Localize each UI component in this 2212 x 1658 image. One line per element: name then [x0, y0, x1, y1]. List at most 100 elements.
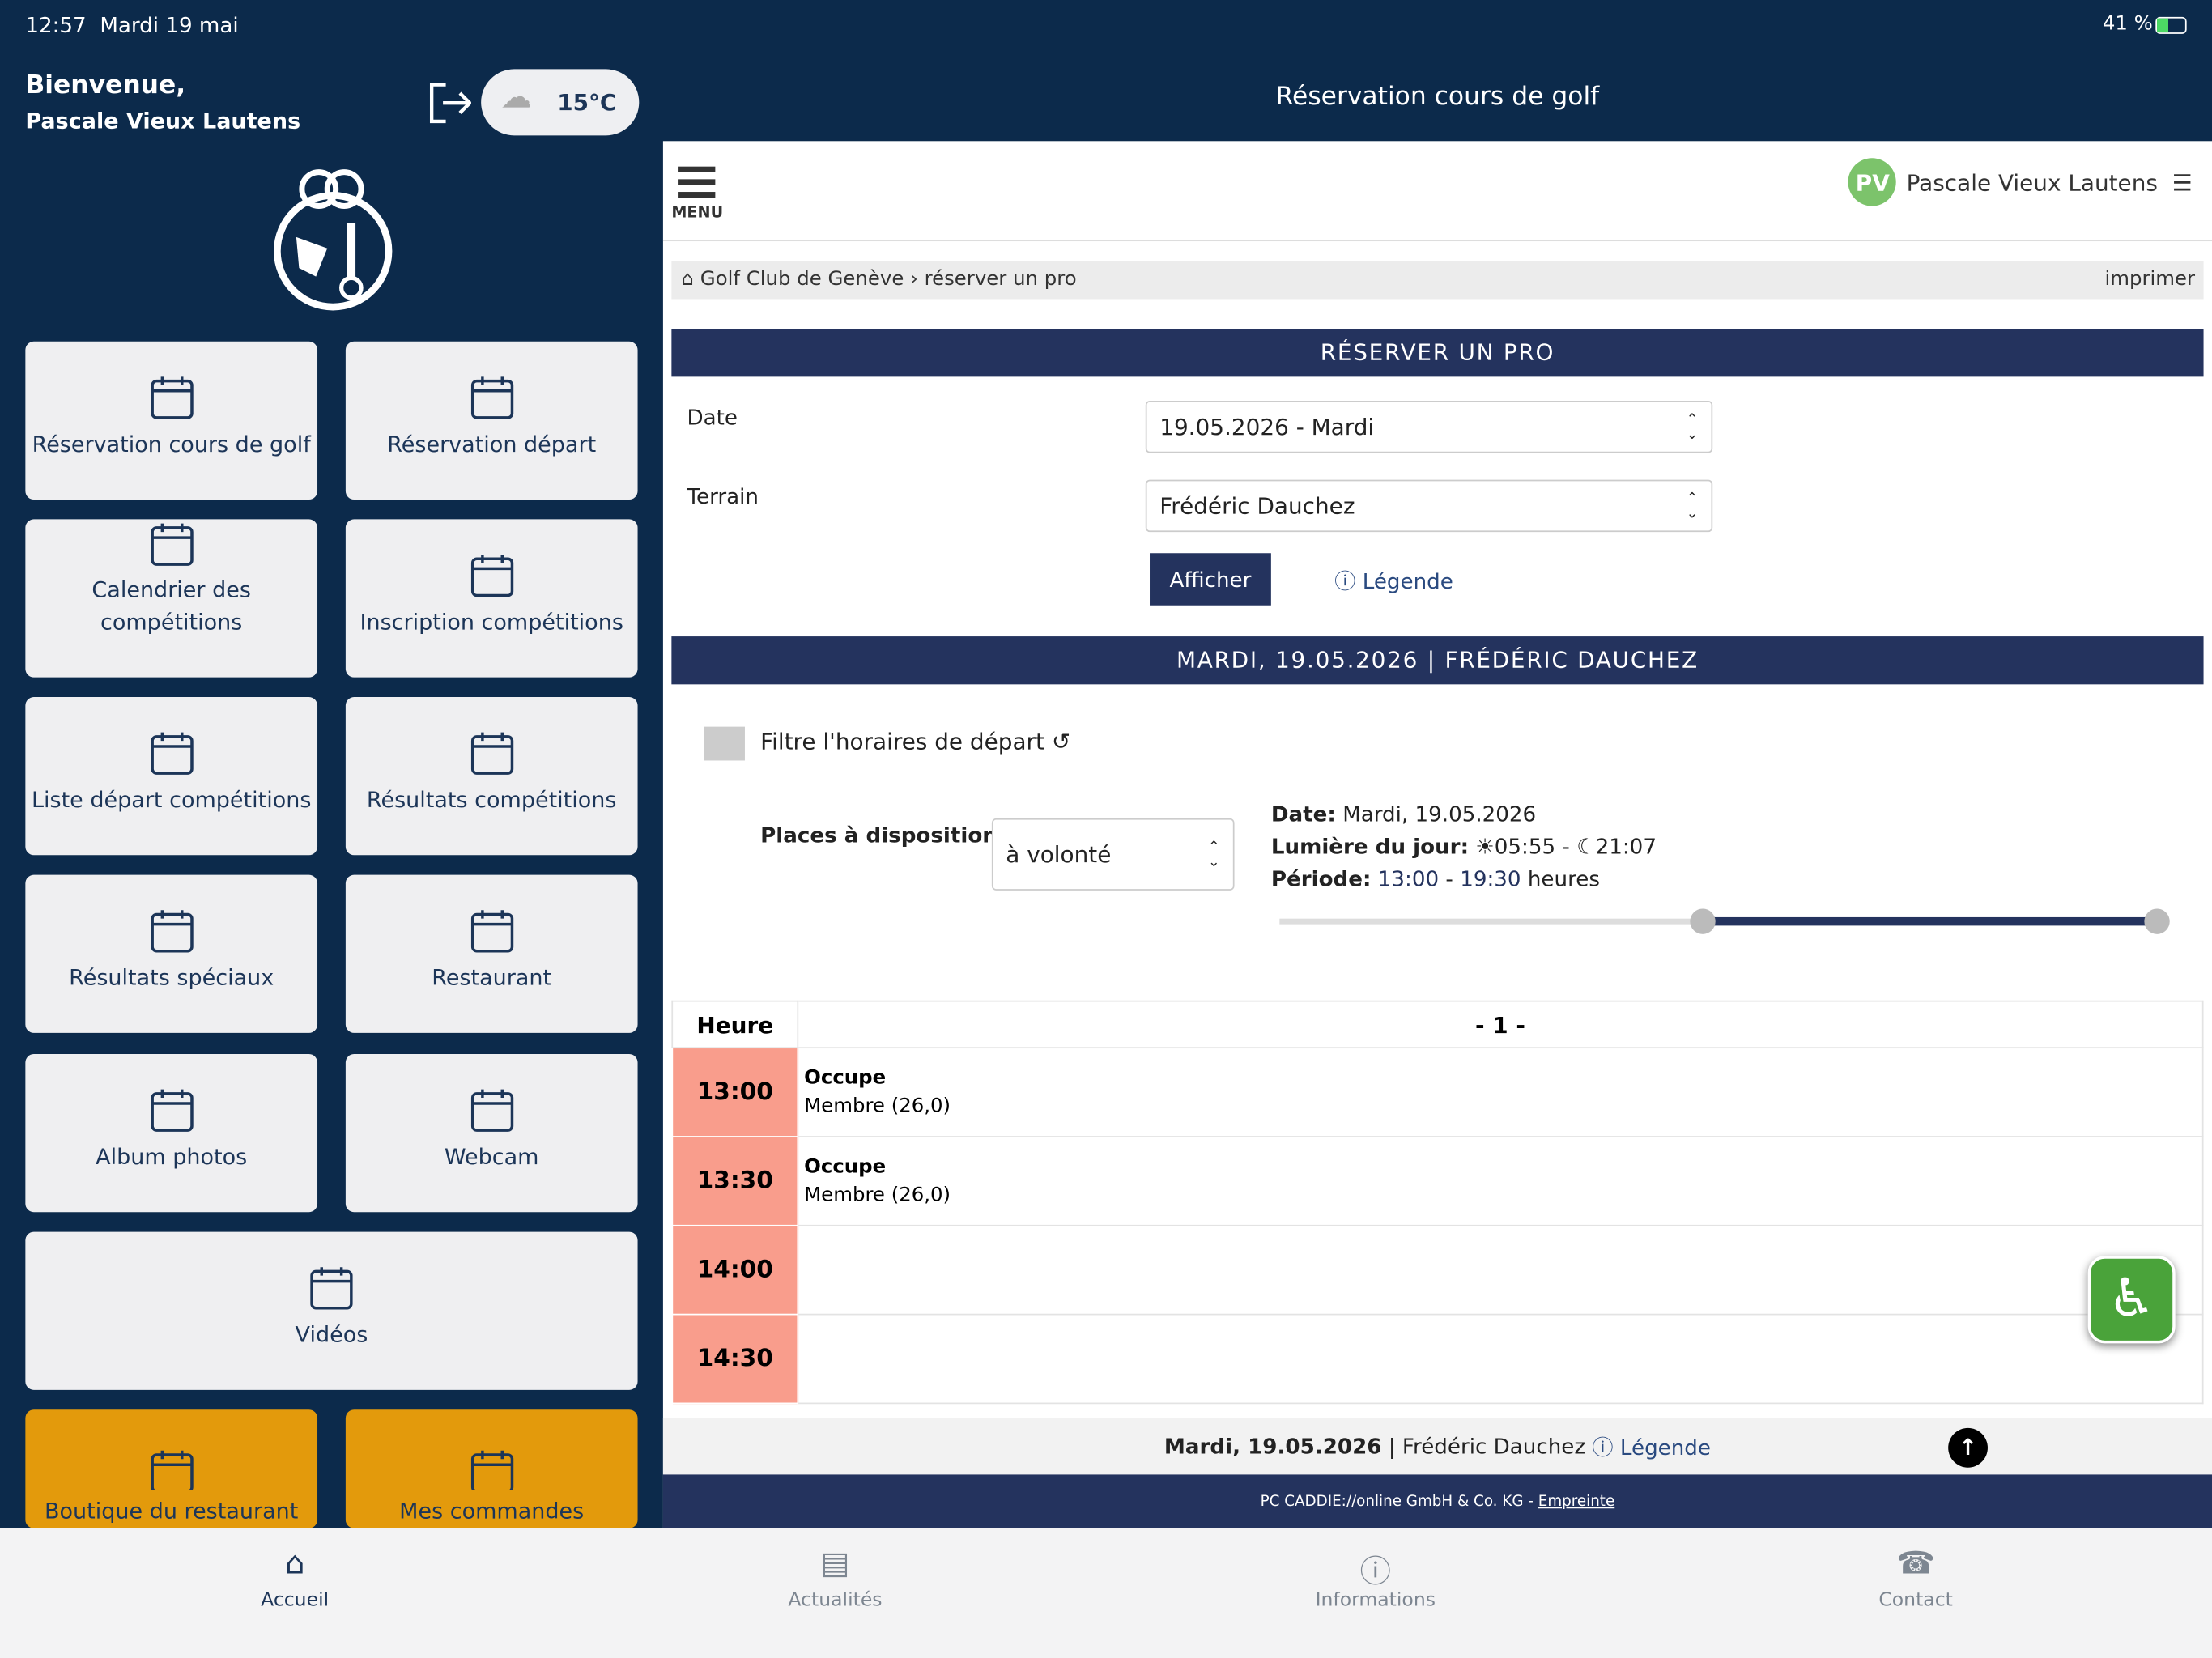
header-title: Réservation cours de golf — [1275, 81, 1600, 111]
column-header: Heure — [671, 1000, 799, 1049]
date: Mardi 19 mai — [100, 12, 239, 39]
day-info: Date: Mardi, 19.05.2026 Lumière du jour:… — [1270, 801, 1657, 892]
slot-detail: Membre (26,0) — [804, 1184, 951, 1207]
footer-date: Mardi, 19.05.2026 — [1163, 1433, 1382, 1460]
logout-icon[interactable] — [426, 80, 471, 125]
menu-tile[interactable]: Boutique du restaurant — [25, 1409, 318, 1528]
menu-tile[interactable]: Résultats spéciaux — [25, 874, 318, 1033]
date-select[interactable]: 19.05.2026 - Mardi — [1145, 401, 1713, 453]
slider-handle[interactable] — [1690, 908, 1716, 934]
sunset: 21:07 — [1595, 834, 1657, 860]
user-menu[interactable]: PV Pascale Vieux Lautens ☰ — [1848, 158, 2193, 206]
filter[interactable]: Filtre l'horaires de départ ↺ — [760, 728, 1071, 755]
sunrise: 05:55 — [1494, 834, 1556, 860]
places-label: Places à disposition — [760, 823, 998, 848]
tile-icon — [470, 554, 513, 597]
places-select[interactable]: à volonté — [991, 818, 1235, 891]
greeting: Bienvenue, — [25, 70, 186, 100]
legend-link[interactable]: ⓘ Légende — [1334, 568, 1453, 594]
footer-bar: Mardi, 19.05.2026 | Frédéric Dauchez ⓘ L… — [662, 1418, 2212, 1475]
menu-tile[interactable]: Restaurant — [345, 874, 638, 1033]
imprint-link[interactable]: Empreinte — [1538, 1493, 1615, 1510]
menu-tile[interactable]: Mes commandes — [345, 1409, 638, 1528]
tile-icon — [470, 732, 513, 775]
menu-tile[interactable]: Réservation cours de golf — [25, 341, 318, 500]
slot-cell[interactable] — [797, 1313, 2204, 1405]
menu-tile[interactable]: Inscription compétitions — [345, 519, 638, 678]
separator: - — [1562, 834, 1570, 860]
tab[interactable]: ☎ Contact — [1878, 1546, 1953, 1612]
terrain-select[interactable]: Frédéric Dauchez — [1145, 479, 1713, 533]
menu-button[interactable]: MENU — [671, 166, 724, 222]
breadcrumb-item[interactable]: Golf Club de Genève — [700, 268, 904, 291]
footer-legend[interactable]: Légende — [1619, 1434, 1712, 1460]
schedule-row: 14:30 — [671, 1313, 2204, 1405]
tab[interactable]: ⓘ Informations — [1315, 1554, 1436, 1612]
slot-time: 13:30 — [671, 1136, 799, 1226]
menu-tile[interactable]: Webcam — [345, 1054, 638, 1213]
legend-text: Légende — [1362, 568, 1453, 594]
menu-label: MENU — [671, 202, 724, 222]
period-end: 19:30 — [1460, 866, 1521, 892]
print-link[interactable]: imprimer — [2104, 268, 2196, 291]
tile-label: Liste départ compétitions — [31, 787, 312, 813]
tile-icon — [470, 376, 513, 419]
date-label: Date — [687, 405, 738, 431]
weather: ☁ 15°C — [481, 69, 640, 136]
slot-status: Occupe — [804, 1155, 887, 1179]
separator: - — [1445, 866, 1453, 892]
tab-label: Accueil — [261, 1588, 330, 1612]
slot-time: 14:00 — [671, 1224, 799, 1316]
tile-label: Résultats compétitions — [366, 787, 617, 813]
schedule-table: Heure - 1 - 13:00 Occupe Membre (26,0) 13:30… — [671, 1000, 2204, 1405]
menu-tile[interactable]: Vidéos — [25, 1231, 638, 1390]
accessibility-button[interactable]: ♿ — [2087, 1256, 2176, 1344]
tile-icon — [470, 1089, 513, 1132]
status-time: 12:57 Mardi 19 mai — [25, 13, 238, 38]
tile-icon — [150, 523, 193, 566]
tile-label: Album photos — [96, 1144, 248, 1170]
slot-cell[interactable]: Occupe Membre (26,0) — [797, 1136, 2204, 1226]
copyright-bar: PC CADDIE://online GmbH & Co. KG - Empre… — [662, 1474, 2212, 1528]
filter-icon — [704, 726, 745, 761]
tile-label: Restaurant — [432, 965, 552, 991]
menu-tile[interactable]: Calendrier des compétitions — [25, 519, 318, 678]
tile-label: Réservation cours de golf — [32, 432, 311, 457]
slot-cell[interactable] — [797, 1224, 2204, 1316]
copyright: PC CADDIE://online GmbH & Co. KG - — [1260, 1493, 1534, 1510]
schedule-row: 13:30 Occupe Membre (26,0) — [671, 1136, 2204, 1226]
section-title: RÉSERVER UN PRO — [671, 329, 2204, 377]
info-label: Date: — [1270, 801, 1336, 827]
time: 12:57 — [25, 12, 87, 39]
schedule-row: 14:00 — [671, 1224, 2204, 1316]
slot-cell[interactable]: Occupe Membre (26,0) — [797, 1047, 2204, 1137]
menu-tile[interactable]: Réservation départ — [345, 341, 638, 500]
tile-icon — [310, 1267, 353, 1310]
day-title: MARDI, 19.05.2026 | FRÉDÉRIC DAUCHEZ — [671, 636, 2204, 685]
menu-tile[interactable]: Liste départ compétitions — [25, 697, 318, 856]
tab[interactable]: ⌂ Accueil — [261, 1546, 330, 1612]
slider-handle[interactable] — [2144, 908, 2170, 934]
club-logo — [274, 169, 393, 311]
battery-icon — [2155, 16, 2187, 34]
show-button[interactable]: Afficher — [1150, 553, 1271, 606]
battery: 41 % — [2102, 12, 2153, 36]
tab[interactable]: ▤ Actualités — [788, 1546, 883, 1612]
slot-detail: Membre (26,0) — [804, 1095, 951, 1118]
slot-status: Occupe — [804, 1066, 887, 1090]
slider-track — [1279, 918, 1704, 925]
tile-icon — [470, 910, 513, 953]
scroll-top[interactable]: ↑ — [1948, 1427, 1988, 1468]
column-header: - 1 - — [797, 1000, 2204, 1049]
breadcrumb-item: réserver un pro — [924, 268, 1077, 291]
menu-tile[interactable]: Résultats compétitions — [345, 697, 638, 856]
filter-text: Filtre l'horaires de départ — [760, 728, 1044, 755]
temperature: 15°C — [557, 88, 617, 116]
tile-label: Inscription compétitions — [359, 609, 623, 636]
info-label: Période: — [1270, 866, 1372, 892]
menu-tile[interactable]: Album photos — [25, 1054, 318, 1213]
tile-label: Résultats spéciaux — [69, 965, 274, 991]
terrain-label: Terrain — [687, 483, 759, 510]
avatar: PV — [1848, 158, 1897, 206]
